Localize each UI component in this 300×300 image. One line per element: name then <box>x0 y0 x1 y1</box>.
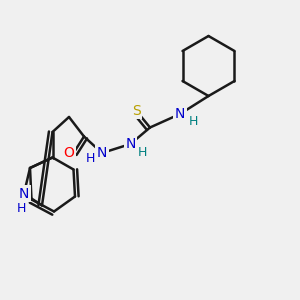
Text: N: N <box>125 137 136 151</box>
Text: O: O <box>64 146 74 160</box>
Text: H: H <box>189 115 198 128</box>
Text: H: H <box>138 146 147 160</box>
Text: H: H <box>85 152 95 166</box>
Text: N: N <box>19 187 29 200</box>
Text: H: H <box>16 202 26 215</box>
Text: S: S <box>132 104 141 118</box>
Text: N: N <box>97 146 107 160</box>
Text: N: N <box>175 107 185 121</box>
